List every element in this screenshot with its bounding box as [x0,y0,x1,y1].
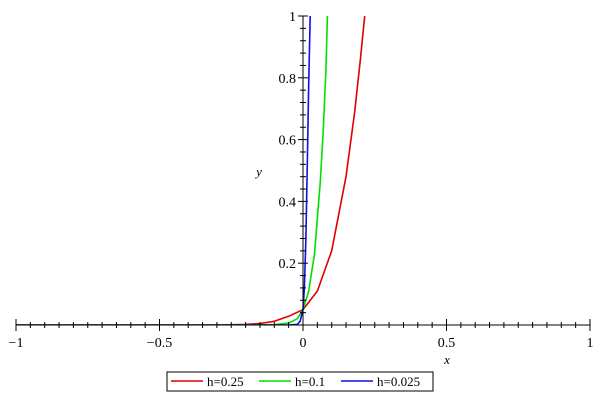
y-tick-label: 0.4 [279,195,297,210]
axes [16,16,590,326]
y-tick-label: 0.6 [279,134,297,149]
x-tick-label: −0.5 [147,336,172,351]
y-tick-label: 1 [289,10,296,25]
ticks: −1 −0.5 0 0.5 1 0.2 0.4 0.6 0.8 1 [9,10,594,351]
series-line-3 [16,15,311,325]
legend-box [166,371,434,392]
y-tick-label: 0.8 [279,72,297,87]
x-tick-label: −1 [9,336,24,351]
x-tick-label: 1 [587,336,594,351]
legend-label: h=0.025 [377,374,420,389]
y-axis-label: y [254,164,262,179]
legend: h=0.25 h=0.1 h=0.025 [166,371,434,392]
series-curves [16,15,366,325]
y-tick-label: 0.2 [279,257,297,272]
legend-label: h=0.25 [207,374,244,389]
x-tick-label: 0.5 [438,336,456,351]
x-tick-label: 0 [300,336,307,351]
x-axis-label: x [443,352,450,367]
series-line-1 [16,15,366,325]
legend-label: h=0.1 [295,374,325,389]
series-line-2 [16,15,329,325]
